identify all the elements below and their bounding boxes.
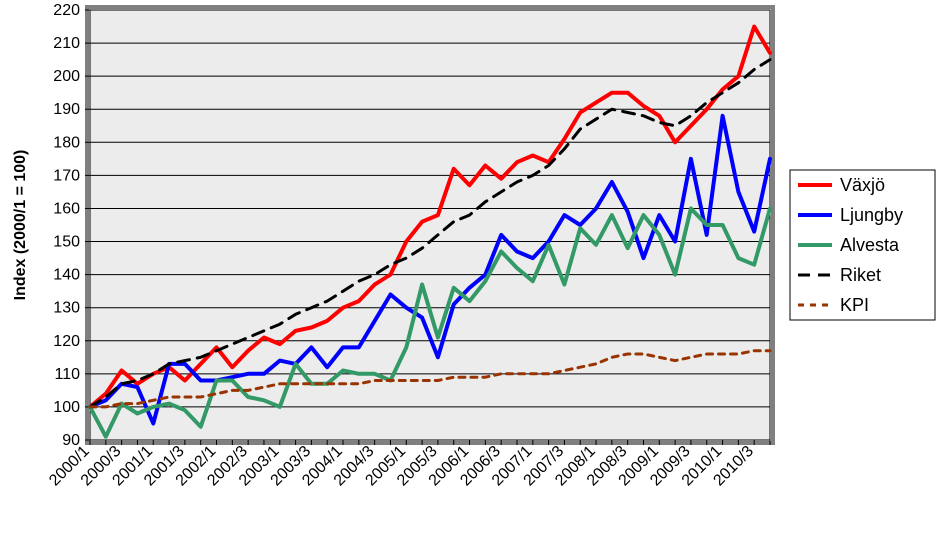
y-tick-label: 180 xyxy=(53,134,80,151)
y-tick-label: 100 xyxy=(53,399,80,416)
y-axis-label: Index (2000/1 = 100) xyxy=(12,150,29,301)
legend-label: Växjö xyxy=(840,175,885,195)
y-tick-label: 220 xyxy=(53,2,80,19)
y-tick-label: 110 xyxy=(54,366,80,383)
legend-label: KPI xyxy=(840,295,869,315)
y-tick-label: 210 xyxy=(53,35,80,52)
chart-container: 9010011012013014015016017018019020021022… xyxy=(0,0,950,539)
y-tick-label: 150 xyxy=(53,234,80,251)
y-tick-label: 170 xyxy=(53,167,80,184)
y-tick-label: 200 xyxy=(53,68,80,85)
line-chart-svg: 9010011012013014015016017018019020021022… xyxy=(0,0,950,539)
legend-label: Ljungby xyxy=(840,205,903,225)
y-tick-label: 190 xyxy=(53,101,80,118)
y-tick-label: 130 xyxy=(53,300,80,317)
legend-label: Alvesta xyxy=(840,235,900,255)
y-tick-label: 120 xyxy=(53,333,80,350)
legend-label: Riket xyxy=(840,265,881,285)
y-tick-label: 160 xyxy=(53,200,80,217)
y-tick-label: 140 xyxy=(53,267,80,284)
